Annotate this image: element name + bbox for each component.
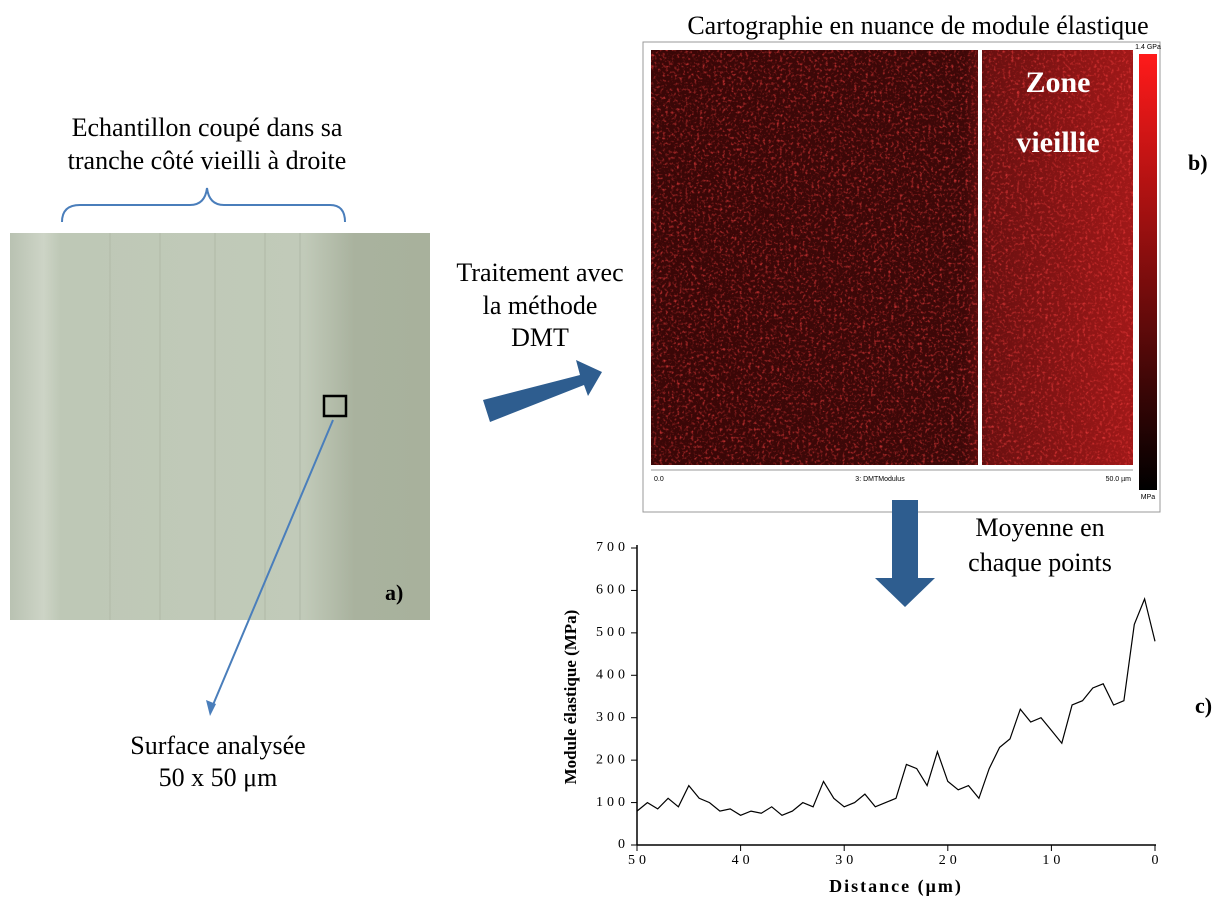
x-tick-label: 30	[835, 853, 857, 868]
scale-label: MPa	[1141, 494, 1156, 501]
map-axis-label: 0.0	[654, 476, 664, 483]
zone-label: vieillie	[1016, 126, 1099, 159]
sample-photo	[10, 233, 430, 620]
y-tick-label: 0	[618, 837, 629, 852]
map-texture	[651, 50, 1133, 465]
scale-label: 1.4 GPa	[1135, 44, 1161, 51]
panel-b-title: Cartographie en nuance de module élastiq…	[687, 11, 1148, 40]
y-tick-label: 700	[596, 540, 629, 555]
callout-arrow	[209, 419, 334, 713]
y-tick-label: 600	[596, 583, 629, 598]
y-axis-title: Module élastique (MPa)	[561, 610, 580, 785]
panel-label: c)	[1195, 693, 1212, 718]
y-tick-label: 100	[596, 795, 629, 810]
map-axis-label: 3: DMTModulus	[855, 476, 905, 483]
panel-label: a)	[385, 580, 403, 605]
y-tick-label: 200	[596, 752, 629, 767]
process-text: DMT	[511, 323, 569, 352]
x-axis-title: Distance (μm)	[829, 876, 963, 897]
panel-label: b)	[1188, 150, 1208, 175]
data-line	[636, 596, 1156, 816]
x-tick-label: 50	[628, 853, 650, 868]
process-text: la méthode	[483, 291, 598, 320]
photo-stripes	[109, 233, 301, 620]
process-text: Traitement avec	[456, 258, 623, 287]
note-text: chaque points	[968, 548, 1112, 577]
callout-text: Surface analysée	[130, 731, 305, 760]
callout-text: 50 x 50 μm	[159, 763, 278, 792]
color-bar	[1139, 54, 1157, 490]
y-tick-label: 400	[596, 668, 629, 683]
x-tick-label: 40	[732, 853, 754, 868]
x-tick-label: 10	[1042, 853, 1064, 868]
y-tick-label: 300	[596, 710, 629, 725]
brace	[61, 187, 346, 223]
down-arrow	[875, 500, 935, 607]
x-tick-label: 0	[1152, 853, 1163, 868]
process-arrow	[483, 360, 602, 422]
arrow-head	[206, 700, 216, 716]
x-tick-label: 20	[939, 853, 961, 868]
analyzed-area	[322, 394, 348, 418]
panel-a-title: tranche côté vieilli à droite	[68, 146, 347, 175]
panel-a-title: Echantillon coupé dans sa	[72, 113, 343, 142]
y-tick-label: 500	[596, 625, 629, 640]
note-text: Moyenne en	[975, 513, 1104, 542]
zone-label: Zone	[1025, 66, 1090, 99]
map-axis-label: 50.0 µm	[1106, 476, 1132, 483]
